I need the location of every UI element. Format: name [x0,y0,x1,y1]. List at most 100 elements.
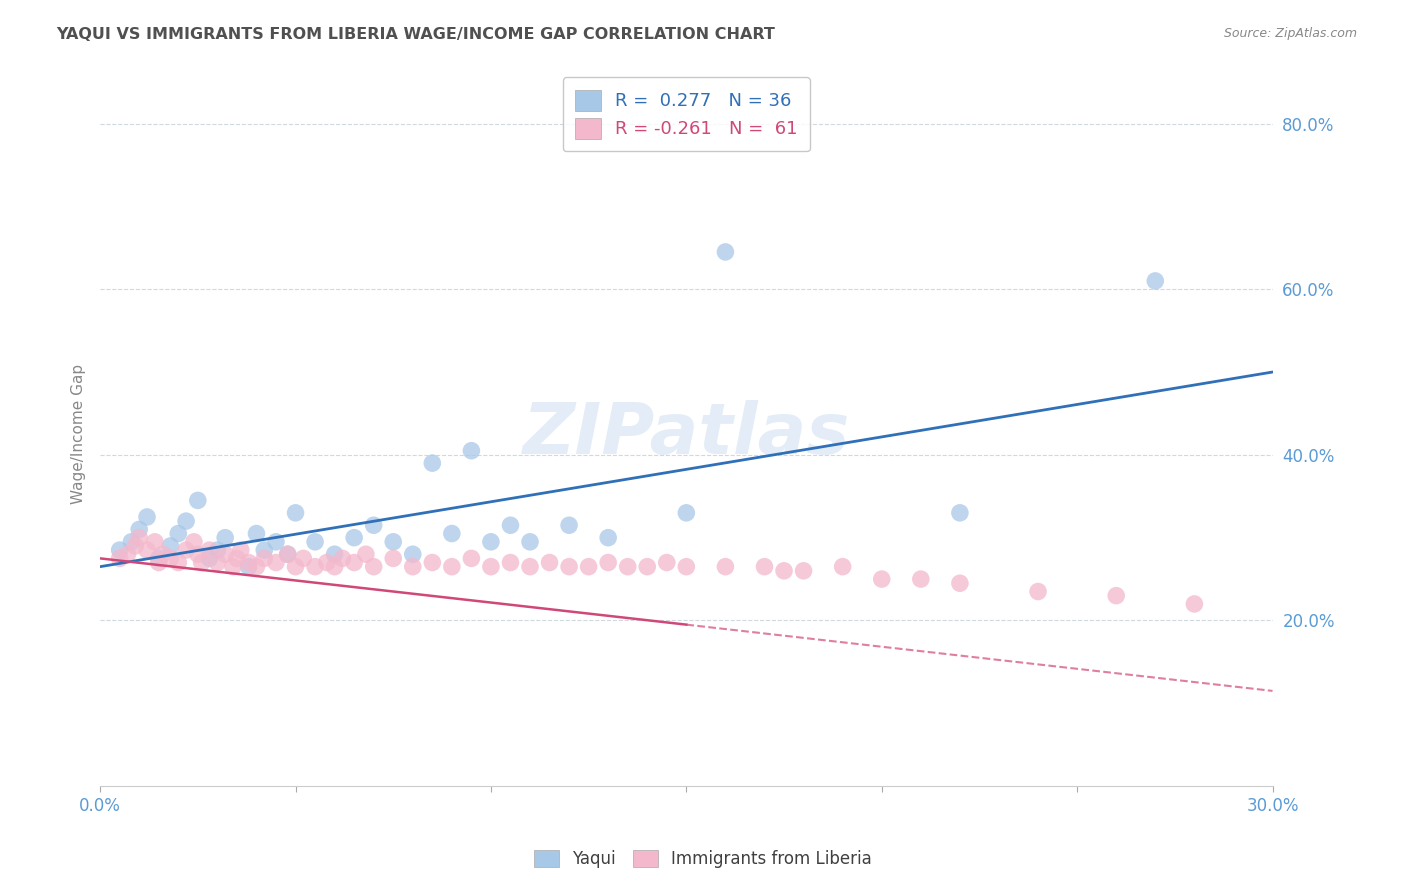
Point [174,543,197,558]
Point [284,506,307,520]
Point [214,531,236,545]
Point [253,551,276,566]
Point [354,547,377,561]
Point [225,551,247,566]
Point [284,559,307,574]
Text: YAQUI VS IMMIGRANTS FROM LIBERIA WAGE/INCOME GAP CORRELATION CHART: YAQUI VS IMMIGRANTS FROM LIBERIA WAGE/IN… [56,27,775,42]
Point [754,559,776,574]
Point [108,543,131,558]
Point [949,576,972,591]
Point [292,551,315,566]
Point [245,526,267,541]
Point [183,534,205,549]
Point [187,493,209,508]
Point [636,559,658,574]
Point [128,531,150,545]
Point [207,543,229,558]
Point [148,551,170,566]
Point [343,556,366,570]
Point [323,559,346,574]
Point [304,559,326,574]
Point [117,547,139,561]
Point [277,547,299,561]
Point [538,556,561,570]
Point [332,551,354,566]
Point [440,526,463,541]
Legend: Yaqui, Immigrants from Liberia: Yaqui, Immigrants from Liberia [527,843,879,875]
Point [714,244,737,259]
Point [675,559,697,574]
Point [190,556,212,570]
Point [120,534,142,549]
Point [159,551,181,566]
Point [616,559,638,574]
Point [264,556,287,570]
Point [402,547,425,561]
Point [264,534,287,549]
Point [363,559,385,574]
Point [420,556,443,570]
Point [143,534,166,549]
Text: ZIPatlas: ZIPatlas [523,400,851,468]
Point [460,443,482,458]
Point [1026,584,1049,599]
Point [675,506,697,520]
Point [479,534,502,549]
Point [315,556,337,570]
Point [558,518,581,533]
Point [323,547,346,561]
Point [773,564,796,578]
Point [949,506,972,520]
Point [108,551,131,566]
Point [152,547,174,561]
Point [128,522,150,536]
Point [167,526,190,541]
Point [174,514,197,528]
Point [238,556,260,570]
Point [870,572,893,586]
Point [136,543,159,558]
Point [402,559,425,574]
Y-axis label: Wage/Income Gap: Wage/Income Gap [72,364,86,504]
Point [440,559,463,574]
Point [382,551,405,566]
Point [1182,597,1205,611]
Point [519,534,541,549]
Point [253,543,276,558]
Point [578,559,600,574]
Point [159,539,181,553]
Point [831,559,853,574]
Point [1105,589,1128,603]
Point [207,556,229,570]
Point [136,510,159,524]
Point [479,559,502,574]
Point [460,551,482,566]
Point [124,539,146,553]
Point [198,543,221,558]
Point [187,547,209,561]
Point [910,572,932,586]
Point [148,556,170,570]
Point [655,556,678,570]
Point [304,534,326,549]
Point [499,556,522,570]
Point [382,534,405,549]
Point [519,559,541,574]
Legend: R =  0.277   N = 36, R = -0.261   N =  61: R = 0.277 N = 36, R = -0.261 N = 61 [562,77,810,152]
Point [598,531,620,545]
Text: Source: ZipAtlas.com: Source: ZipAtlas.com [1223,27,1357,40]
Point [343,531,366,545]
Point [198,551,221,566]
Point [420,456,443,470]
Point [1144,274,1167,288]
Point [245,559,267,574]
Point [714,559,737,574]
Point [229,543,252,558]
Point [499,518,522,533]
Point [214,547,236,561]
Point [598,556,620,570]
Point [558,559,581,574]
Point [238,559,260,574]
Point [222,559,245,574]
Point [277,547,299,561]
